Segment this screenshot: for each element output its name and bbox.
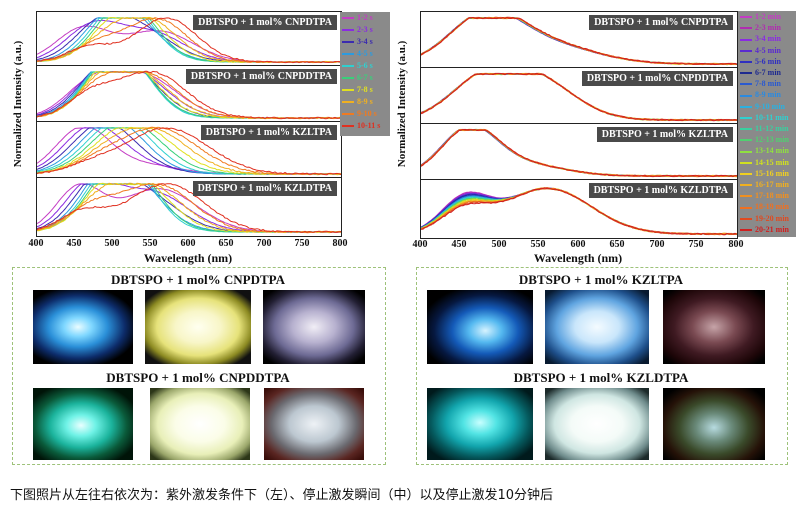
tick: 800 [325,238,355,249]
legend-item: 2-3 s [342,25,373,34]
right-y-axis-label: Normalized Intensity (a.u.) [396,24,408,184]
photo-kzldtpa-uv [427,388,533,460]
legend-item: 3-4 min [740,34,781,43]
legend-item: 4-5 s [342,49,373,58]
left-panel-2: DBTSPO + 1 mol% CNPDDTPA [36,65,342,123]
left-x-ticks: 400 450 500 550 600 650 700 750 800 [36,238,340,252]
legend-item: 8-9 s [342,97,373,106]
left-x-axis-label: Wavelength (nm) [36,251,340,266]
legend-item: 4-5 min [740,46,781,55]
right-legend: 1-2 min 2-3 min 3-4 min 4-5 min 5-6 min 6-7 m… [738,11,796,237]
photo-cnpddtpa-uv [33,388,133,460]
tick: 550 [523,239,553,250]
tick: 600 [563,239,593,250]
tick: 700 [642,239,672,250]
right-panel-2: DBTSPO + 1 mol% CNPDDTPA [420,67,738,125]
legend-item: 2-3 min [740,23,781,32]
tick: 400 [21,238,51,249]
photo-cnpdtpa-uv [33,290,133,364]
tick: 500 [97,238,127,249]
right-panel-1: DBTSPO + 1 mol% CNPDTPA [420,11,738,69]
legend-item: 7-8 min [740,79,781,88]
photo-title-kzldtpa: DBTSPO + 1 mol% KZLDTPA [416,370,786,386]
tick: 450 [59,238,89,249]
tick: 400 [405,239,435,250]
legend-item: 1-2 s [342,13,373,22]
legend-item: 16-17 min [740,180,789,189]
legend-item: 12-13 min [740,135,789,144]
legend-item: 18-19 min [740,202,789,211]
tick: 550 [135,238,165,249]
photo-cnpddtpa-10min [264,388,364,460]
tick: 650 [211,238,241,249]
left-panel-1: DBTSPO + 1 mol% CNPDTPA [36,11,342,67]
tick: 800 [721,239,751,250]
photo-cnpdtpa-stop [145,290,251,364]
legend-item: 10-11 min [740,113,789,122]
photo-title-kzltpa: DBTSPO + 1 mol% KZLTPA [416,272,786,288]
legend-item: 13-14 min [740,146,789,155]
left-y-axis-label: Normalized Intensity (a.u.) [12,24,24,184]
photo-cnpdtpa-10min [263,290,365,364]
left-panel-3: DBTSPO + 1 mol% KZLTPA [36,121,342,179]
left-panel-4: DBTSPO + 1 mol% KZLDTPA [36,177,342,237]
tick: 750 [681,239,711,250]
legend-item: 9-10 min [740,102,785,111]
photo-title-cnpdtpa: DBTSPO + 1 mol% CNPDTPA [12,272,384,288]
legend-item: 19-20 min [740,214,789,223]
legend-item: 20-21 min [740,225,789,234]
tick: 700 [249,238,279,249]
legend-item: 7-8 s [342,85,373,94]
right-panel-3-title: DBTSPO + 1 mol% KZLTPA [597,127,733,142]
legend-item: 6-7 min [740,68,781,77]
tick: 600 [173,238,203,249]
legend-item: 17-18 min [740,191,789,200]
legend-item: 6-7 s [342,73,373,82]
tick: 450 [444,239,474,250]
legend-item: 1-2 min [740,12,781,21]
left-panel-1-title: DBTSPO + 1 mol% CNPDTPA [193,15,337,30]
right-panel-1-title: DBTSPO + 1 mol% CNPDTPA [589,15,733,30]
left-panel-3-title: DBTSPO + 1 mol% KZLTPA [201,125,337,140]
legend-item: 8-9 min [740,90,781,99]
photo-kzltpa-10min [663,290,765,364]
legend-item: 15-16 min [740,169,789,178]
legend-item: 5-6 min [740,57,781,66]
legend-item: 9-10 s [342,109,377,118]
right-panel-4: DBTSPO + 1 mol% KZLDTPA [420,179,738,239]
right-panel-4-title: DBTSPO + 1 mol% KZLDTPA [589,183,733,198]
right-x-axis-label: Wavelength (nm) [420,251,736,266]
left-panel-2-title: DBTSPO + 1 mol% CNPDDTPA [186,69,337,84]
legend-item: 10-11 s [342,121,380,130]
legend-item: 5-6 s [342,61,373,70]
legend-item: 3-4 s [342,37,373,46]
photo-cnpddtpa-stop [150,388,250,460]
right-panel-3: DBTSPO + 1 mol% KZLTPA [420,123,738,181]
photo-kzltpa-uv [427,290,533,364]
photo-title-cnpddtpa: DBTSPO + 1 mol% CNPDDTPA [12,370,384,386]
photo-kzldtpa-stop [545,388,649,460]
left-panel-4-title: DBTSPO + 1 mol% KZLDTPA [193,181,337,196]
left-legend: 1-2 s 2-3 s 3-4 s 4-5 s 5-6 s 6-7 s 7-8 … [340,12,390,136]
photo-kzltpa-stop [545,290,649,364]
photo-kzldtpa-10min [663,388,765,460]
tick: 500 [484,239,514,250]
legend-item: 11-12 min [740,124,789,133]
tick: 750 [287,238,317,249]
figure-caption: 下图照片从左往右依次为：紫外激发条件下（左）、停止激发瞬间（中）以及停止激发10… [10,484,553,503]
tick: 650 [602,239,632,250]
legend-item: 14-15 min [740,158,789,167]
right-panel-2-title: DBTSPO + 1 mol% CNPDDTPA [582,71,733,86]
